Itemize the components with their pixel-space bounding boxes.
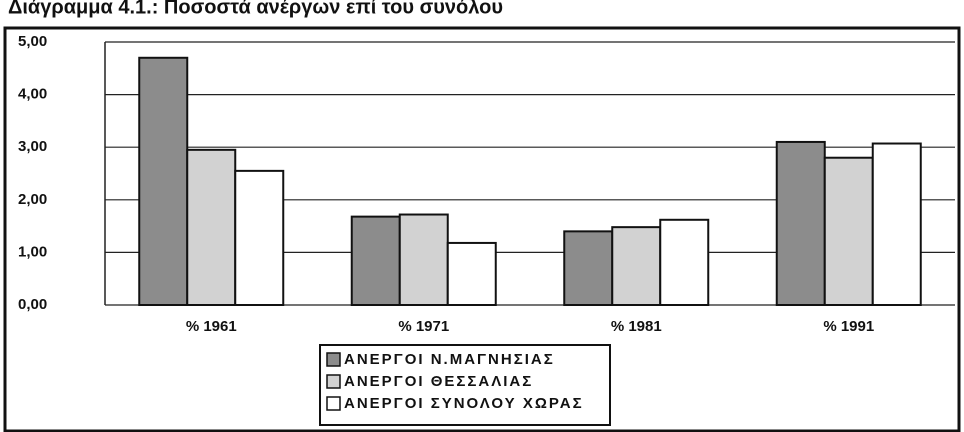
y-tick-label: 3,00 [18, 138, 47, 155]
x-tick-label: % 1981 [611, 318, 662, 335]
bar [446, 241, 497, 307]
legend-label: ΑΝΕΡΓΟΙ Ν.ΜΑΓΝΗΣΙΑΣ [344, 351, 555, 368]
chart-frame [3, 26, 961, 432]
y-tick-label: 4,00 [18, 86, 47, 103]
x-tick-label: % 1961 [186, 318, 237, 335]
legend-label: ΑΝΕΡΓΟΙ ΣΥΝΟΛΟΥ ΧΩΡΑΣ [344, 395, 584, 412]
bar [871, 142, 922, 306]
bar [234, 169, 285, 306]
legend-box [319, 344, 611, 426]
bar [350, 215, 401, 306]
y-tick-label: 5,00 [18, 33, 47, 50]
legend-swatch [326, 396, 341, 411]
bar [611, 226, 662, 306]
bar [186, 148, 237, 306]
x-tick-label: % 1991 [823, 318, 874, 335]
x-tick-label: % 1971 [398, 318, 449, 335]
y-tick-label: 0,00 [18, 296, 47, 313]
bar [138, 56, 189, 306]
y-tick-label: 2,00 [18, 191, 47, 208]
legend-swatch [326, 352, 341, 367]
bar [775, 140, 826, 306]
bar [563, 230, 614, 306]
bar [398, 213, 449, 306]
y-tick-label: 1,00 [18, 243, 47, 260]
legend-label: ΑΝΕΡΓΟΙ ΘΕΣΣΑΛΙΑΣ [344, 373, 533, 390]
bar [659, 218, 710, 306]
chart-title: Διάγραμμα 4.1.: Ποσοστά ανέργων επί του … [8, 0, 503, 18]
bar [823, 156, 874, 306]
legend-swatch [326, 374, 341, 389]
